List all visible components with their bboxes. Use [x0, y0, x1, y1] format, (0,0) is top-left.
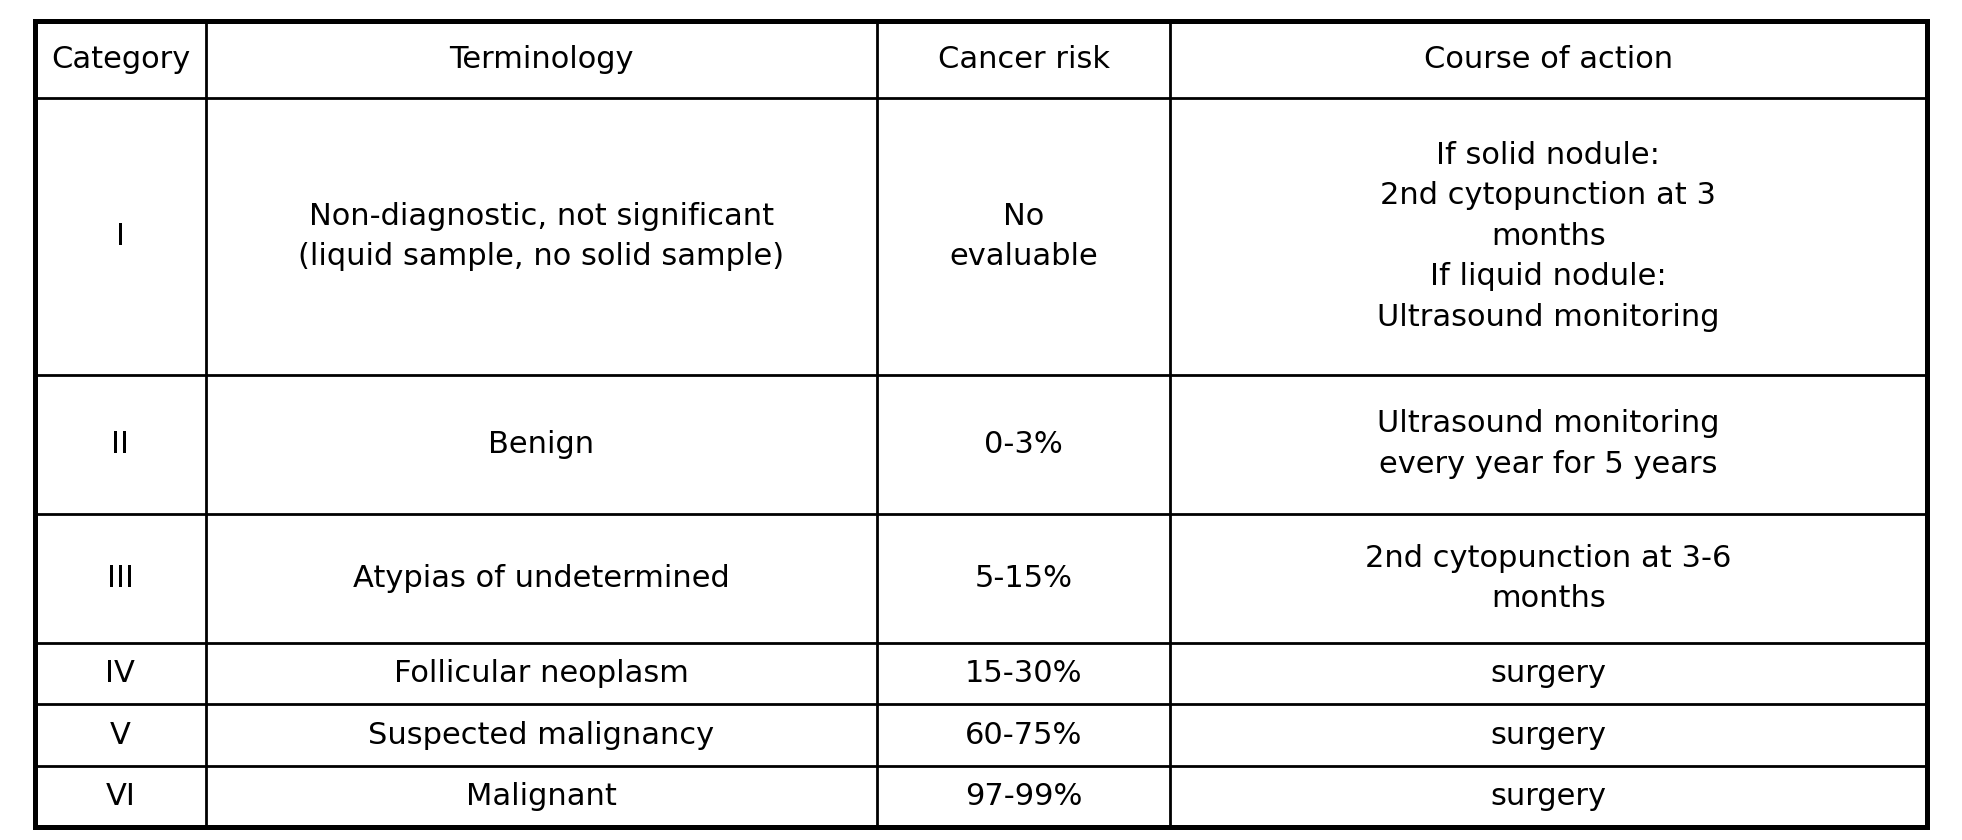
Text: III: III: [106, 564, 133, 593]
Text: If solid nodule:
2nd cytopunction at 3
months
If liquid nodule:
Ultrasound monit: If solid nodule: 2nd cytopunction at 3 m…: [1377, 141, 1719, 332]
Text: Follicular neoplasm: Follicular neoplasm: [394, 659, 689, 688]
Text: 5-15%: 5-15%: [975, 564, 1073, 593]
Text: Cancer risk: Cancer risk: [938, 45, 1110, 74]
Text: Terminology: Terminology: [449, 45, 634, 74]
Text: Non-diagnostic, not significant
(liquid sample, no solid sample): Non-diagnostic, not significant (liquid …: [298, 202, 785, 271]
Text: Ultrasound monitoring
every year for 5 years: Ultrasound monitoring every year for 5 y…: [1377, 409, 1719, 479]
Text: Atypias of undetermined: Atypias of undetermined: [353, 564, 730, 593]
Text: surgery: surgery: [1491, 659, 1607, 688]
Text: surgery: surgery: [1491, 782, 1607, 811]
Text: 60-75%: 60-75%: [965, 721, 1083, 750]
Text: Category: Category: [51, 45, 190, 74]
Text: No
evaluable: No evaluable: [950, 202, 1099, 271]
Text: 2nd cytopunction at 3-6
months: 2nd cytopunction at 3-6 months: [1366, 543, 1732, 613]
Text: I: I: [116, 222, 126, 251]
Text: Benign: Benign: [489, 429, 594, 459]
Text: Malignant: Malignant: [465, 782, 616, 811]
Text: II: II: [112, 429, 129, 459]
Text: surgery: surgery: [1491, 721, 1607, 750]
Text: VI: VI: [106, 782, 135, 811]
Text: Course of action: Course of action: [1424, 45, 1674, 74]
Text: 97-99%: 97-99%: [965, 782, 1083, 811]
Text: V: V: [110, 721, 131, 750]
Text: Suspected malignancy: Suspected malignancy: [369, 721, 714, 750]
Text: 0-3%: 0-3%: [985, 429, 1063, 459]
Text: IV: IV: [106, 659, 135, 688]
Text: 15-30%: 15-30%: [965, 659, 1083, 688]
